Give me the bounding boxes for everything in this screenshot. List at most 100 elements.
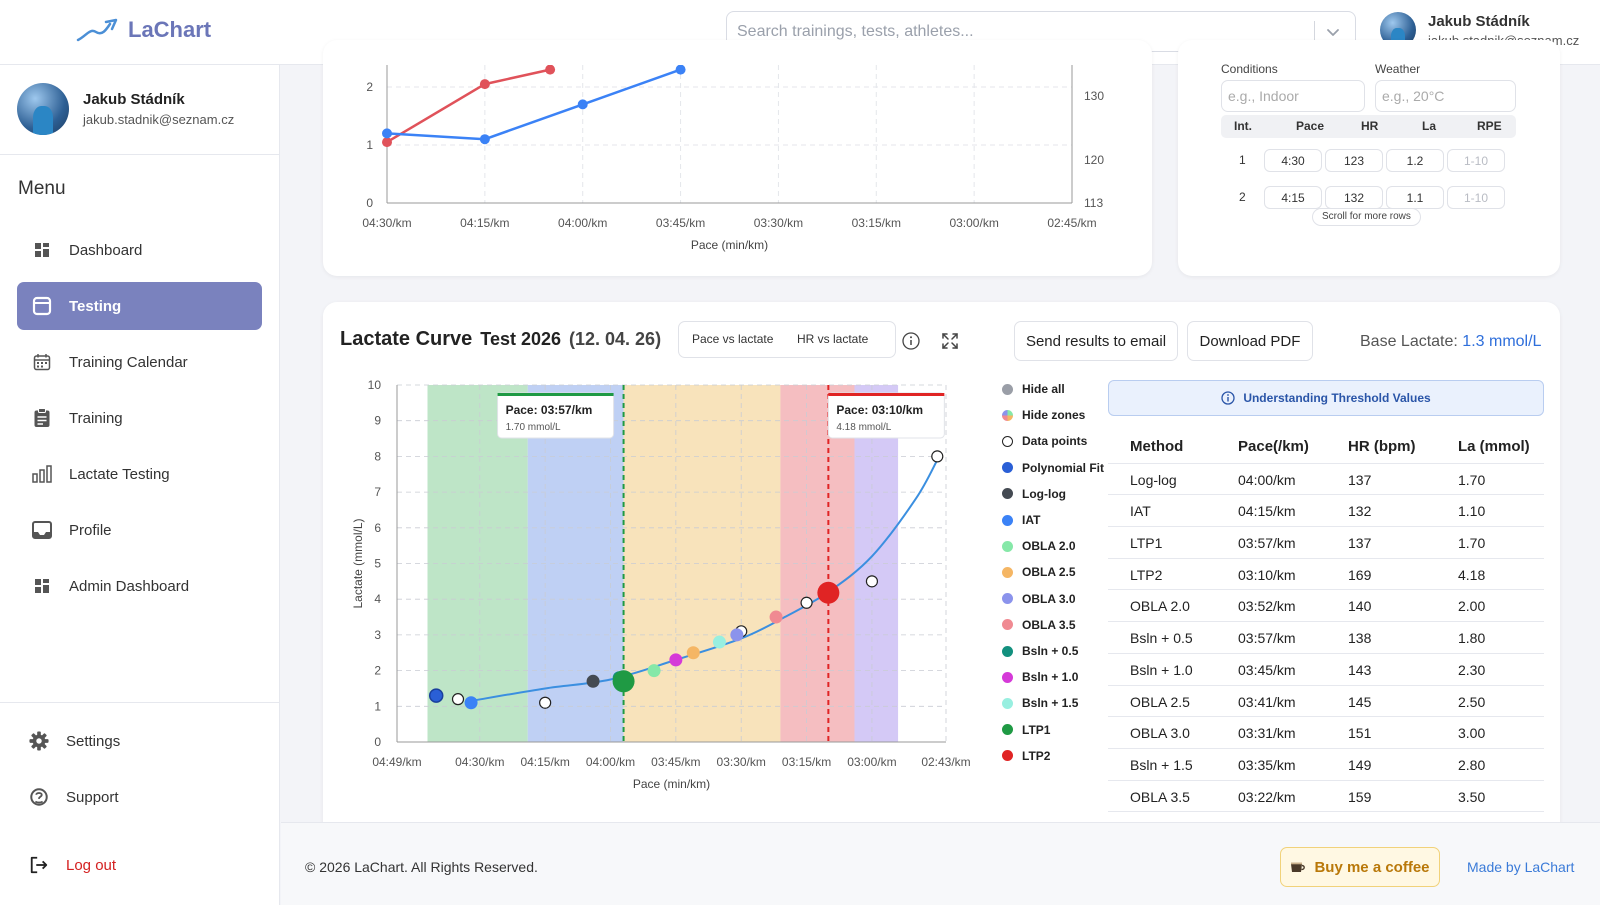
threshold-point[interactable] xyxy=(647,664,661,678)
legend-item[interactable]: OBLA 2.5 xyxy=(1002,565,1076,579)
sidebar-item-admin-dashboard[interactable]: Admin Dashboard xyxy=(17,562,262,610)
rpe-cell[interactable]: 1-10 xyxy=(1447,149,1505,172)
data-point[interactable] xyxy=(931,450,944,463)
threshold-point[interactable] xyxy=(730,628,744,642)
weather-label: Weather xyxy=(1375,62,1421,76)
tab-hr-vs-lactate[interactable]: HR vs lactate xyxy=(797,332,869,346)
sidebar-item-settings[interactable]: Settings xyxy=(17,717,262,765)
sidebar-item-label: Training Calendar xyxy=(69,353,188,371)
chevron-down-icon[interactable] xyxy=(1325,24,1341,40)
y-tick-label: 1 xyxy=(366,138,373,152)
data-point[interactable] xyxy=(451,693,465,706)
data-point[interactable] xyxy=(479,79,490,90)
data-point[interactable] xyxy=(577,99,588,110)
understanding-thresholds-button[interactable]: Understanding Threshold Values xyxy=(1108,380,1544,416)
data-point[interactable] xyxy=(865,575,879,588)
table-cell: 04:00/km xyxy=(1238,471,1296,488)
la-cell[interactable]: 1.1 xyxy=(1386,186,1444,209)
data-point[interactable] xyxy=(382,137,392,148)
table-row: OBLA 2.5 03:41/km 145 2.50 xyxy=(1108,686,1544,718)
threshold-point[interactable] xyxy=(669,653,683,667)
buy-coffee-button[interactable]: Buy me a coffee xyxy=(1280,847,1440,887)
sidebar-item-training-calendar[interactable]: Training Calendar xyxy=(17,338,262,386)
table-cell: 1.70 xyxy=(1458,535,1486,552)
la-cell[interactable]: 1.2 xyxy=(1386,149,1444,172)
threshold-point[interactable] xyxy=(612,670,635,693)
legend-swatch xyxy=(1002,697,1013,709)
legend-item[interactable]: Log-log xyxy=(1002,487,1066,501)
expand-icon[interactable] xyxy=(940,331,960,351)
rpe-cell[interactable]: 1-10 xyxy=(1447,186,1505,209)
tooltip-title: Pace: 03:57/km xyxy=(506,403,593,417)
sidebar-item-label: Training xyxy=(69,409,123,427)
tooltip-accent xyxy=(497,393,614,396)
table-cell: 3.00 xyxy=(1458,725,1486,742)
tooltip-value: 1.70 mmol/L xyxy=(506,422,561,433)
weather-input[interactable]: e.g., 20°C xyxy=(1375,80,1516,112)
app-name: LaChart xyxy=(128,17,212,42)
understanding-label: Understanding Threshold Values xyxy=(1243,391,1431,405)
threshold-point[interactable] xyxy=(586,674,600,688)
made-by-link[interactable]: Made by LaChart xyxy=(1467,859,1575,875)
data-point[interactable] xyxy=(479,134,490,145)
table-cell: 137 xyxy=(1348,471,1372,488)
legend-item[interactable]: LTP1 xyxy=(1002,723,1050,737)
table-row: Bsln + 1.5 03:35/km 149 2.80 xyxy=(1108,749,1544,781)
legend-item[interactable]: OBLA 3.0 xyxy=(1002,592,1076,606)
sidebar-item-dashboard[interactable]: Dashboard xyxy=(17,226,262,274)
calendar-icon xyxy=(32,352,52,372)
search-divider xyxy=(1314,21,1315,43)
threshold-tooltip: Pace: 03:57/km 1.70 mmol/L xyxy=(497,392,615,439)
legend-item[interactable]: Bsln + 1.0 xyxy=(1002,670,1078,684)
table-cell: 2.80 xyxy=(1458,756,1486,773)
data-point[interactable] xyxy=(539,696,552,709)
threshold-point[interactable] xyxy=(464,696,478,710)
threshold-point[interactable] xyxy=(686,646,700,660)
table-cell: 4.18 xyxy=(1458,566,1486,583)
sidebar-user[interactable]: Jakub Stádník jakub.stadnik@seznam.cz xyxy=(17,83,234,135)
legend-item[interactable]: Data points xyxy=(1002,434,1087,448)
data-point[interactable] xyxy=(382,128,392,139)
legend-item[interactable]: Polynomial Fit xyxy=(1002,461,1104,475)
x-tick-label: 04:49/km xyxy=(372,755,421,769)
pace-cell[interactable]: 4:30 xyxy=(1264,149,1322,172)
legend-item[interactable]: OBLA 3.5 xyxy=(1002,618,1076,632)
hr-cell[interactable]: 123 xyxy=(1325,149,1383,172)
table-row: OBLA 2.0 03:52/km 140 2.00 xyxy=(1108,590,1544,623)
legend-item[interactable]: Bsln + 1.5 xyxy=(1002,696,1078,710)
data-point[interactable] xyxy=(675,65,686,75)
legend-item[interactable]: OBLA 2.0 xyxy=(1002,539,1076,553)
sidebar-item-logout[interactable]: Log out xyxy=(17,841,262,889)
threshold-point[interactable] xyxy=(428,688,444,703)
y-axis-label: Lactate (mmol/L) xyxy=(351,518,365,608)
sidebar-item-training[interactable]: Training xyxy=(17,394,262,442)
legend-item[interactable]: Hide all xyxy=(1002,382,1065,396)
legend-label: Log-log xyxy=(1022,486,1066,501)
threshold-point[interactable] xyxy=(769,610,783,624)
gear-icon xyxy=(29,731,49,751)
legend-item[interactable]: Bsln + 0.5 xyxy=(1002,644,1078,658)
table-row: Bsln + 0.5 03:57/km 138 1.80 xyxy=(1108,622,1544,654)
info-icon[interactable] xyxy=(901,331,921,351)
tab-pace-vs-lactate[interactable]: Pace vs lactate xyxy=(692,332,774,346)
sidebar-item-testing[interactable]: Testing xyxy=(17,282,262,330)
threshold-point[interactable] xyxy=(817,581,840,604)
data-point[interactable] xyxy=(545,65,556,75)
hr-cell[interactable]: 132 xyxy=(1325,186,1383,209)
sidebar-item-profile[interactable]: Profile xyxy=(17,506,262,554)
sidebar-item-label: Support xyxy=(66,788,119,806)
pace-cell[interactable]: 4:15 xyxy=(1264,186,1322,209)
send-email-button[interactable]: Send results to email xyxy=(1014,321,1178,361)
app-logo[interactable]: LaChart xyxy=(76,16,211,44)
legend-item[interactable]: IAT xyxy=(1002,513,1040,527)
conditions-input[interactable]: e.g., Indoor xyxy=(1221,80,1365,112)
legend-item[interactable]: LTP2 xyxy=(1002,749,1050,763)
download-pdf-button[interactable]: Download PDF xyxy=(1187,321,1313,361)
legend-swatch xyxy=(1002,671,1013,683)
sidebar-item-support[interactable]: Support xyxy=(17,773,262,821)
threshold-point[interactable] xyxy=(712,635,726,649)
data-point[interactable] xyxy=(800,596,813,609)
sidebar-item-lactate-testing[interactable]: Lactate Testing xyxy=(17,450,262,498)
sidebar-item-label: Lactate Testing xyxy=(69,465,170,483)
legend-item[interactable]: Hide zones xyxy=(1002,408,1085,422)
